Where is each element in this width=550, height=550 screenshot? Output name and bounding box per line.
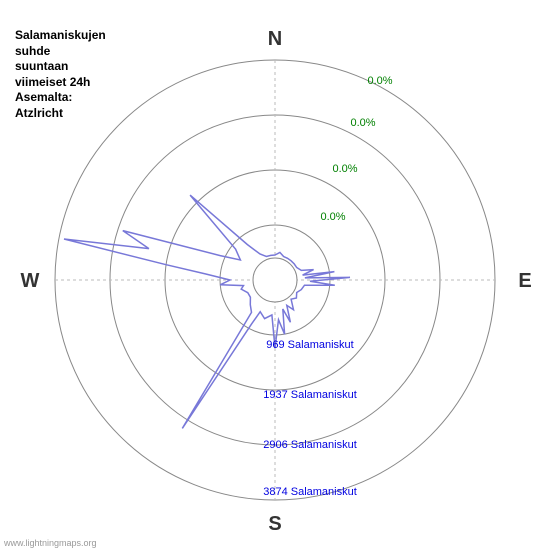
blue-count-labels: 969 Salamaniskut 1937 Salamaniskut 2906 Sa… [263,339,357,498]
chart-container: Salamaniskujen suhde suuntaan viimeiset … [0,0,550,550]
center-circle-group [253,258,297,302]
svg-text:1937 Salamaniskut: 1937 Salamaniskut [263,389,357,401]
svg-text:0.0%: 0.0% [332,163,357,175]
footer-attribution: www.lightningmaps.org [4,538,97,548]
svg-text:W: W [21,270,40,292]
svg-text:E: E [518,270,531,292]
svg-text:0.0%: 0.0% [367,75,392,87]
svg-text:0.0%: 0.0% [320,211,345,223]
svg-text:N: N [268,28,282,50]
svg-text:3874 Salamaniskut: 3874 Salamaniskut [263,486,357,498]
svg-text:2906 Salamaniskut: 2906 Salamaniskut [263,439,357,451]
svg-text:969 Salamaniskut: 969 Salamaniskut [266,339,353,351]
svg-text:S: S [268,513,281,535]
svg-text:0.0%: 0.0% [350,117,375,129]
green-percent-labels: 0.0% 0.0% 0.0% 0.0% [320,75,392,223]
chart-title: Salamaniskujen suhde suuntaan viimeiset … [15,28,106,122]
